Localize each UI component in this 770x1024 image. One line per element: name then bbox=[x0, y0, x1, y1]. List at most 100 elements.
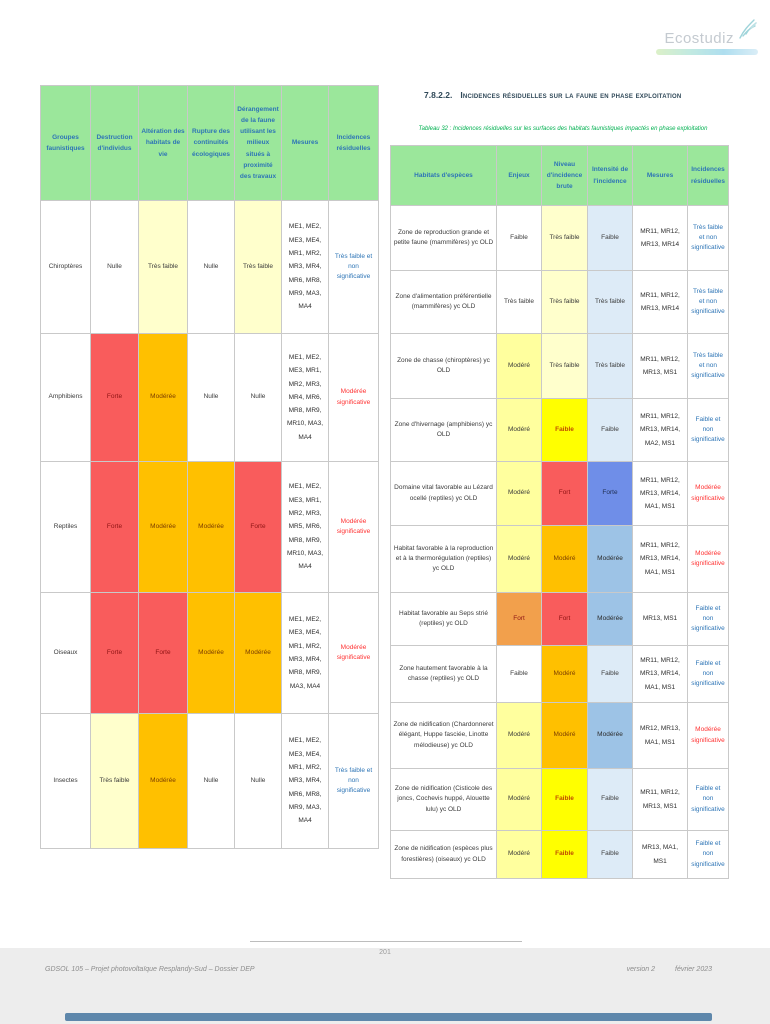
logo-underline bbox=[656, 49, 758, 55]
header-cell: Intensité de l'incidence bbox=[587, 145, 633, 206]
header-cell: Incidences résiduelles bbox=[687, 145, 729, 206]
level-cell: Modérée bbox=[138, 713, 188, 849]
incidence-cell: Modérée significative bbox=[687, 461, 729, 526]
level-cell: Très faible bbox=[587, 270, 633, 334]
level-cell: Modéré bbox=[496, 768, 542, 831]
group-cell: Reptiles bbox=[40, 461, 91, 593]
incidence-cell: Faible et non significative bbox=[687, 768, 729, 831]
table-row: Zone de nidification (Chardonneret éléga… bbox=[390, 702, 729, 769]
incidence-cell: Modérée significative bbox=[328, 461, 379, 593]
mesures-cell: ME1, ME2, ME3, ME4, MR1, MR2, MR3, MR4, … bbox=[281, 200, 329, 334]
table-row: Chiroptères Nulle Très faible Nulle Très… bbox=[40, 200, 379, 334]
habitat-cell: Zone de chasse (chiroptères) yc OLD bbox=[390, 333, 497, 399]
level-cell: Très faible bbox=[138, 200, 188, 334]
mesures-cell: ME1, ME2, ME3, ME4, MR1, MR2, MR3, MR4, … bbox=[281, 713, 329, 849]
level-cell: Modéré bbox=[496, 398, 542, 462]
mesures-cell: MR11, MR12, MR13, MR14, MA2, MS1 bbox=[632, 398, 688, 462]
level-cell: Fort bbox=[496, 592, 542, 646]
header-cell: Destruction d'individus bbox=[90, 85, 139, 201]
level-cell: Nulle bbox=[187, 200, 235, 334]
horizontal-scrollbar-thumb[interactable] bbox=[65, 1013, 712, 1021]
incidence-cell: Modérée significative bbox=[687, 702, 729, 769]
mesures-cell: MR11, MR12, MR13, MR14, MA1, MS1 bbox=[632, 525, 688, 593]
level-cell: Faible bbox=[587, 398, 633, 462]
level-cell: Modéré bbox=[496, 830, 542, 879]
habitat-cell: Zone de nidification (Cisticole des jonc… bbox=[390, 768, 497, 831]
mesures-cell: MR12, MR13, MA1, MS1 bbox=[632, 702, 688, 769]
level-cell: Forte bbox=[587, 461, 633, 526]
habitat-cell: Habitat favorable au Seps strié (reptile… bbox=[390, 592, 497, 646]
footer-date: février 2023 bbox=[675, 966, 712, 973]
level-cell: Forte bbox=[234, 461, 282, 593]
table-row: Habitat favorable à la reproduction et à… bbox=[390, 525, 729, 593]
table-row: Habitat favorable au Seps strié (reptile… bbox=[390, 592, 729, 646]
habitat-cell: Zone d'alimentation préférentielle (mamm… bbox=[390, 270, 497, 334]
level-cell: Faible bbox=[541, 398, 588, 462]
incidence-cell: Très faible et non significative bbox=[687, 205, 729, 271]
habitat-cell: Domaine vital favorable au Lézard ocellé… bbox=[390, 461, 497, 526]
mesures-cell: ME1, ME2, ME3, MR1, MR2, MR3, MR4, MR6, … bbox=[281, 333, 329, 462]
habitat-cell: Zone de nidification (Chardonneret éléga… bbox=[390, 702, 497, 769]
group-cell: Oiseaux bbox=[40, 592, 91, 714]
header-cell: Mesures bbox=[281, 85, 329, 201]
level-cell: Fort bbox=[541, 592, 588, 646]
incidence-cell: Faible et non significative bbox=[687, 645, 729, 703]
footer-version: version 2 bbox=[626, 966, 656, 973]
table-row: Oiseaux Forte Forte Modérée Modérée ME1,… bbox=[40, 592, 379, 714]
mesures-cell: MR11, MR12, MR13, MR14 bbox=[632, 270, 688, 334]
level-cell: Modérée bbox=[587, 592, 633, 646]
fauna-impacts-table: Groupes faunistiques Destruction d'indiv… bbox=[40, 85, 379, 849]
incidence-cell: Très faible et non significative bbox=[687, 270, 729, 334]
habitat-cell: Zone hautement favorable à la chasse (re… bbox=[390, 645, 497, 703]
mesures-cell: MR11, MR12, MR13, MR14, MA1, MS1 bbox=[632, 645, 688, 703]
header-cell: Mesures bbox=[632, 145, 688, 206]
level-cell: Faible bbox=[587, 205, 633, 271]
table-row: Reptiles Forte Modérée Modérée Forte ME1… bbox=[40, 461, 379, 593]
level-cell: Nulle bbox=[234, 713, 282, 849]
table-row: Zone de nidification (Cisticole des jonc… bbox=[390, 768, 729, 831]
section-number: 7.8.2.2. bbox=[424, 90, 453, 100]
level-cell: Forte bbox=[90, 592, 139, 714]
level-cell: Modérée bbox=[587, 525, 633, 593]
header-cell: Dérangement de la faune utilisant les mi… bbox=[234, 85, 282, 201]
incidence-cell: Très faible et non significative bbox=[328, 200, 379, 334]
habitat-cell: Zone d'hivernage (amphibiens) yc OLD bbox=[390, 398, 497, 462]
level-cell: Faible bbox=[541, 830, 588, 879]
incidence-cell: Très faible et non significative bbox=[687, 333, 729, 399]
level-cell: Forte bbox=[90, 461, 139, 593]
level-cell: Très faible bbox=[234, 200, 282, 334]
level-cell: Modérée bbox=[234, 592, 282, 714]
level-cell: Fort bbox=[541, 461, 588, 526]
level-cell: Très faible bbox=[541, 270, 588, 334]
table-row: Amphibiens Forte Modérée Nulle Nulle ME1… bbox=[40, 333, 379, 462]
footer-project-title: GDSOL 105 – Projet photovoltaïque Respla… bbox=[45, 966, 255, 973]
level-cell: Très faible bbox=[587, 333, 633, 399]
incidence-cell: Modérée significative bbox=[328, 333, 379, 462]
level-cell: Nulle bbox=[187, 333, 235, 462]
mesures-cell: ME1, ME2, ME3, ME4, MR1, MR2, MR3, MR4, … bbox=[281, 592, 329, 714]
table-header-row: Groupes faunistiques Destruction d'indiv… bbox=[40, 85, 379, 201]
section-heading: 7.8.2.2. Incidences résiduelles sur la fa… bbox=[424, 90, 754, 100]
table-row: Domaine vital favorable au Lézard ocellé… bbox=[390, 461, 729, 526]
level-cell: Modérée bbox=[187, 461, 235, 593]
mesures-cell: ME1, ME2, ME3, MR1, MR2, MR3, MR5, MR6, … bbox=[281, 461, 329, 593]
habitat-cell: Habitat favorable à la reproduction et à… bbox=[390, 525, 497, 593]
habitat-cell: Zone de nidification (espèces plus fores… bbox=[390, 830, 497, 879]
group-cell: Chiroptères bbox=[40, 200, 91, 334]
level-cell: Faible bbox=[496, 645, 542, 703]
level-cell: Faible bbox=[541, 768, 588, 831]
header-cell: Altération des habitats de vie bbox=[138, 85, 188, 201]
habitats-incidences-table: Habitats d'espèces Enjeux Niveau d'incid… bbox=[390, 145, 729, 879]
level-cell: Faible bbox=[587, 645, 633, 703]
level-cell: Modéré bbox=[541, 525, 588, 593]
header-cell: Groupes faunistiques bbox=[40, 85, 91, 201]
table-row: Zone hautement favorable à la chasse (re… bbox=[390, 645, 729, 703]
level-cell: Forte bbox=[138, 592, 188, 714]
level-cell: Modéré bbox=[496, 461, 542, 526]
level-cell: Modéré bbox=[541, 702, 588, 769]
level-cell: Modéré bbox=[496, 333, 542, 399]
level-cell: Très faible bbox=[496, 270, 542, 334]
table-row: Zone de nidification (espèces plus fores… bbox=[390, 830, 729, 879]
table-caption: Tableau 32 : Incidences résiduelles sur … bbox=[418, 126, 708, 132]
